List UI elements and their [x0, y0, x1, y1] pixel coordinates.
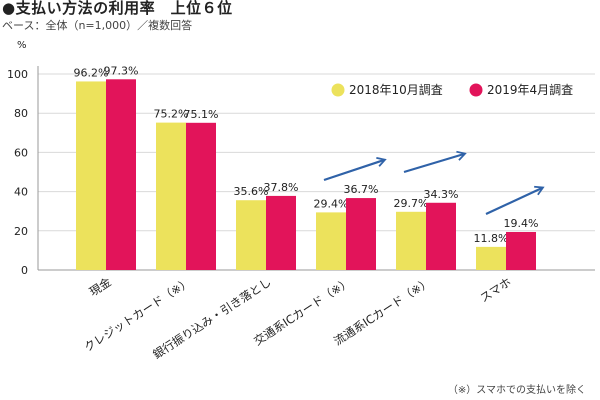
bar-value-label: 97.3% [104, 64, 139, 77]
bar-value-label: 34.3% [424, 188, 459, 201]
chart-title: ●支払い方法の利用率 上位６位 [2, 0, 233, 17]
y-axis-unit: % [17, 40, 27, 51]
bar-2018 [76, 81, 106, 270]
bar-2019 [346, 198, 376, 270]
y-tick-label: 0 [21, 264, 28, 277]
legend-label: 2019年4月調査 [487, 83, 573, 97]
bar-2019 [506, 231, 536, 270]
bar-2018 [236, 200, 266, 270]
footnote: （※）スマホでの支払いを除く [447, 385, 586, 396]
y-tick-label: 80 [14, 107, 28, 120]
y-tick-label: 60 [14, 146, 28, 159]
trend-arrow-icon [403, 150, 467, 174]
trend-arrow-icon [323, 157, 387, 182]
bar-value-label: 37.8% [264, 181, 299, 194]
bar-2019 [266, 195, 296, 270]
x-category-label: スマホ [477, 275, 513, 305]
trend-arrow-icon [485, 185, 545, 215]
bar-value-label: 35.6% [234, 185, 269, 198]
bar-2018 [476, 246, 506, 270]
bar-2019 [426, 202, 456, 270]
bar-value-label: 75.1% [184, 108, 219, 121]
bar-value-label: 29.4% [314, 197, 349, 210]
bar-value-label: 75.2% [154, 108, 189, 121]
legend-marker-2019 [469, 83, 483, 97]
x-category-label: 現金 [87, 275, 114, 300]
bar-2018 [316, 212, 346, 270]
legend-marker-2018 [331, 83, 345, 97]
bar-value-label: 96.2% [74, 66, 109, 79]
bar-2019 [186, 122, 216, 270]
chart-subtitle: ベース：全体（n=1,000）／複数回答 [2, 19, 193, 32]
bar-value-label: 11.8% [474, 232, 509, 245]
y-tick-label: 40 [14, 186, 28, 199]
bar-2018 [396, 211, 426, 270]
legend-label: 2018年10月調査 [349, 83, 443, 97]
bar-2019 [106, 79, 136, 271]
bar-value-label: 19.4% [504, 217, 539, 230]
bar-value-label: 36.7% [344, 183, 379, 196]
bar-2018 [156, 122, 186, 270]
y-tick-label: 100 [7, 68, 28, 81]
bar-value-label: 29.7% [394, 197, 429, 210]
y-tick-label: 20 [14, 225, 28, 238]
